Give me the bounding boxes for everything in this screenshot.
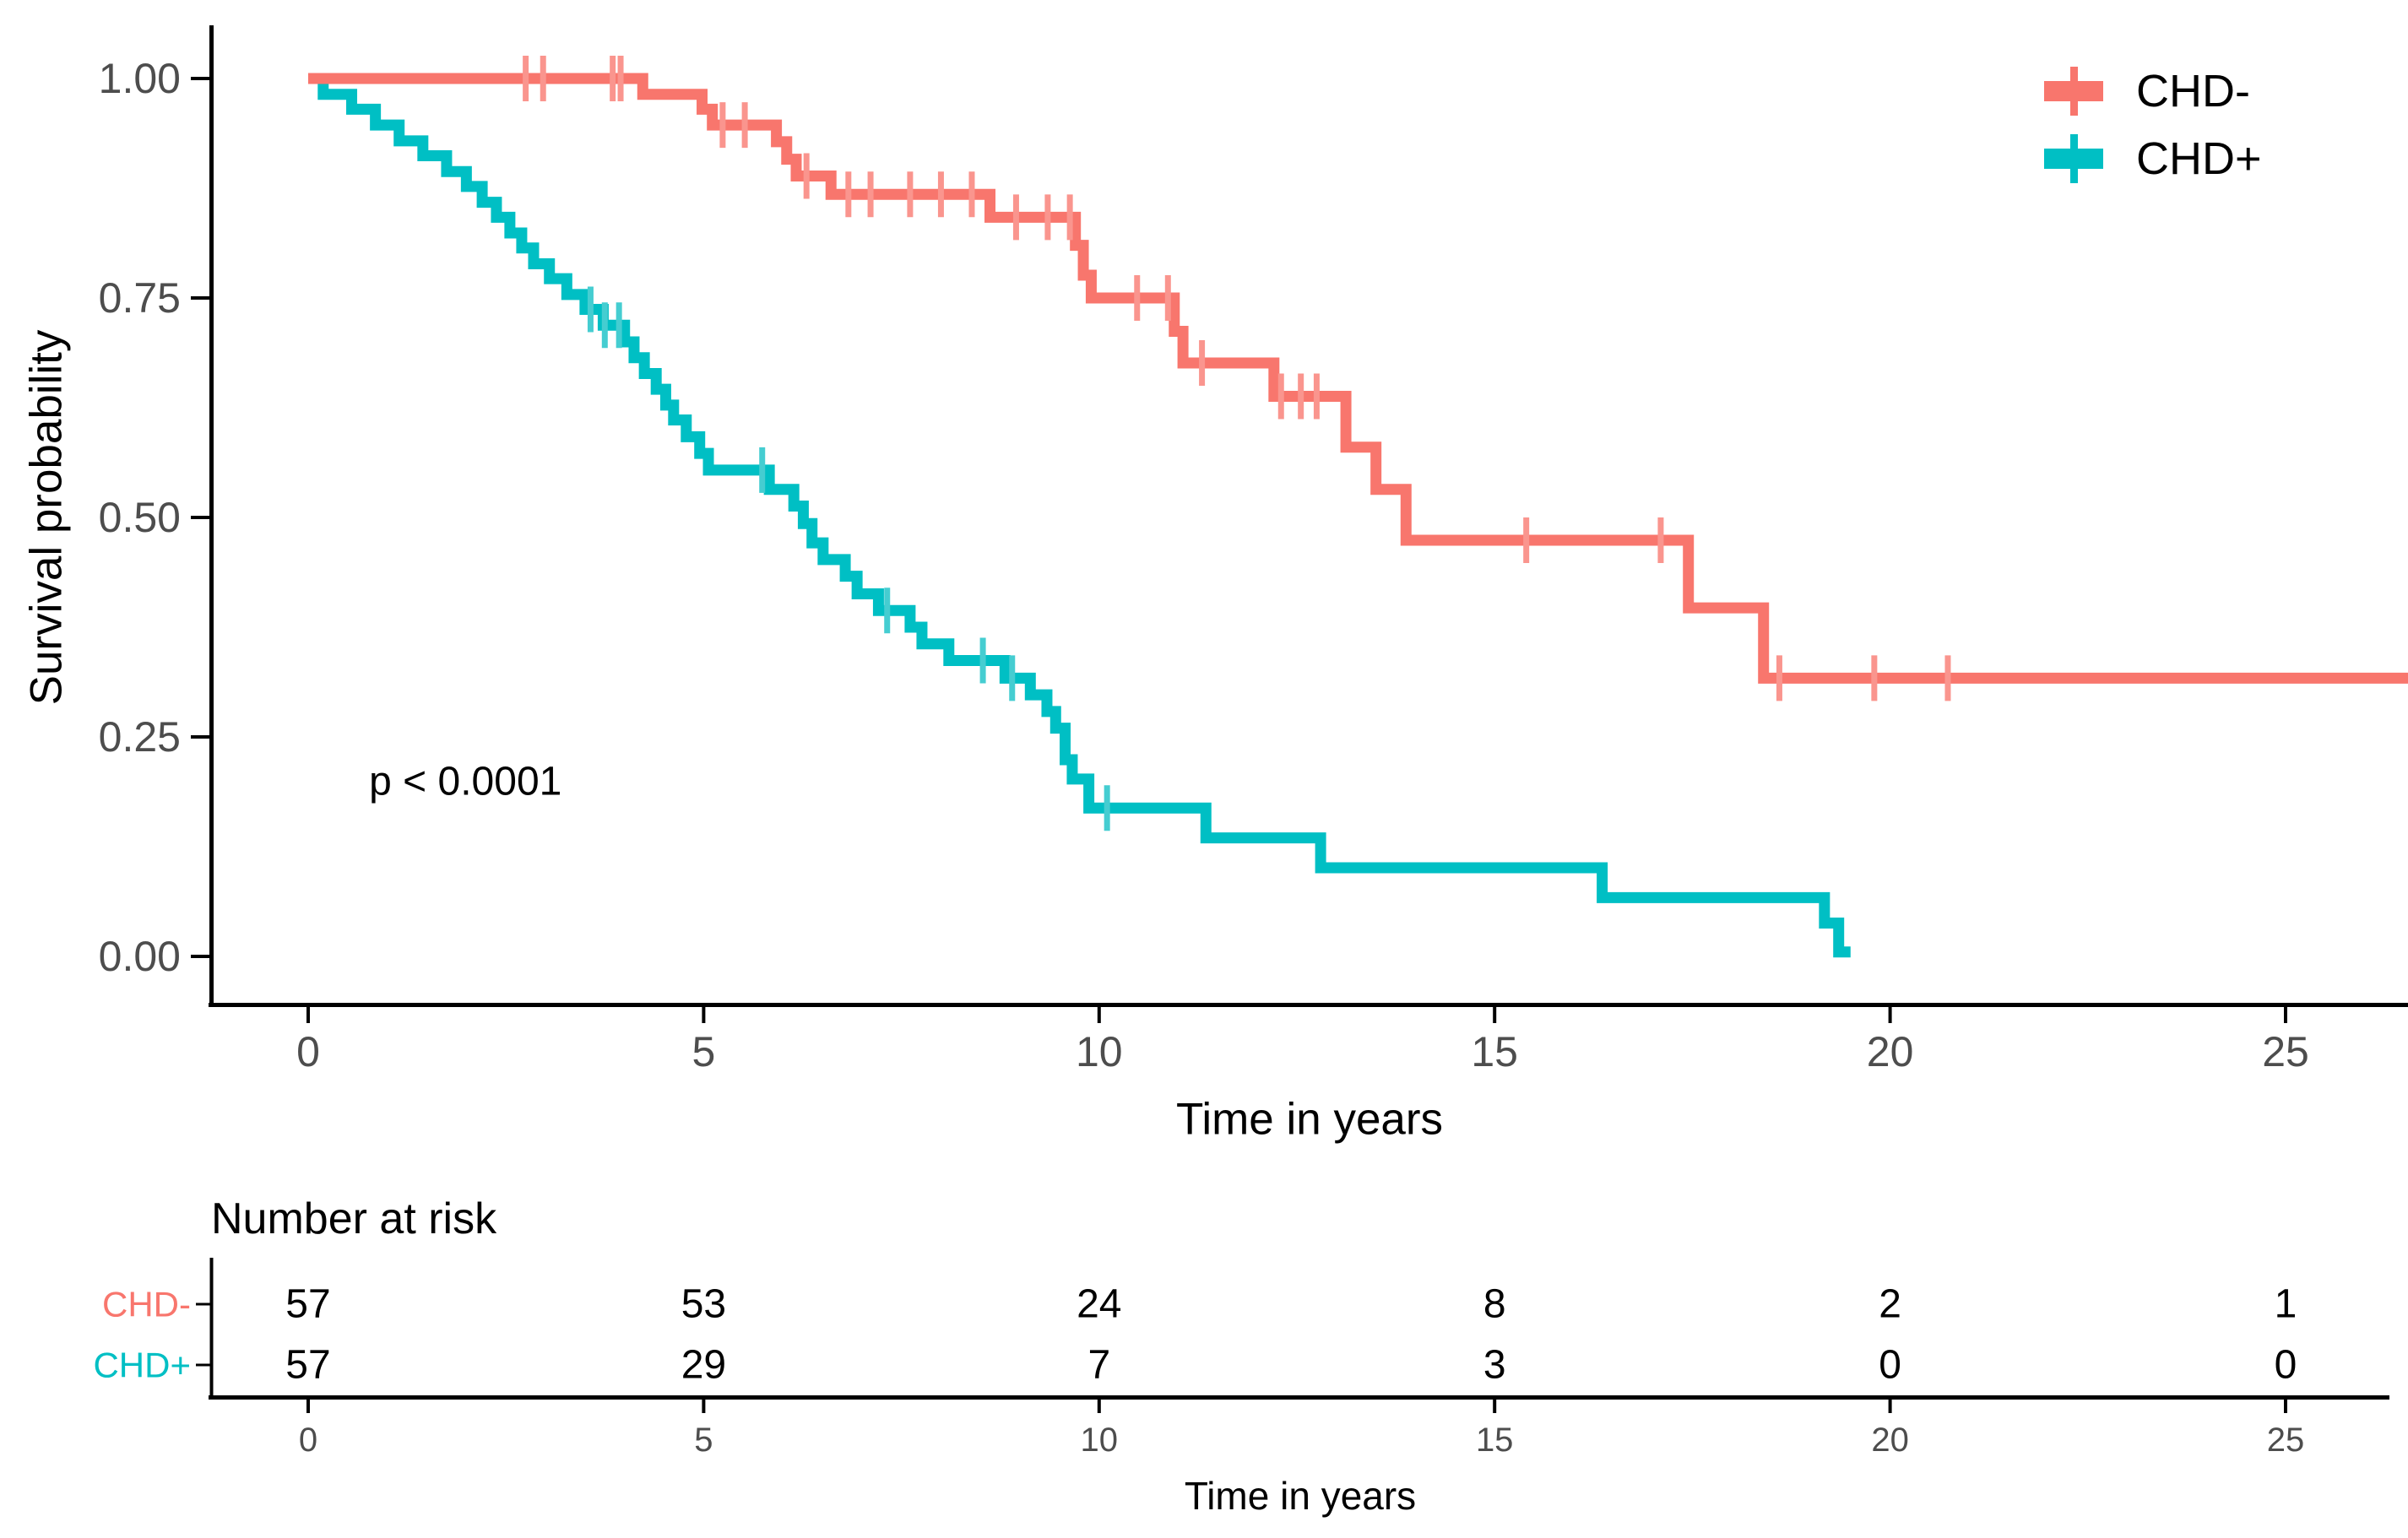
x-tick-label: 5 xyxy=(691,1028,715,1075)
risk-count: 1 xyxy=(2275,1282,2297,1327)
x-tick-label: 0 xyxy=(296,1028,320,1075)
risk-count: 0 xyxy=(2275,1343,2297,1388)
risk-count: 29 xyxy=(681,1343,726,1388)
y-axis-title: Survival probability xyxy=(22,329,72,705)
risk-x-tick-label: 20 xyxy=(1871,1422,1909,1459)
legend-key-line-chd-neg xyxy=(2044,81,2103,101)
x-axis-title: Time in years xyxy=(1176,1095,1443,1145)
survival-curve-chd-pos xyxy=(308,73,1851,958)
risk-count: 57 xyxy=(285,1343,330,1388)
y-tick-label: 0.25 xyxy=(99,713,181,761)
risk-count: 57 xyxy=(285,1282,330,1327)
risk-x-tick-label: 5 xyxy=(694,1422,713,1459)
risk-count: 2 xyxy=(1879,1282,1901,1327)
x-tick-label: 20 xyxy=(1867,1028,1914,1075)
risk-x-tick-label: 15 xyxy=(1476,1422,1514,1459)
risk-count: 0 xyxy=(1879,1343,1901,1388)
legend-label-chd-pos: CHD+ xyxy=(2136,133,2262,184)
y-tick-label: 0.50 xyxy=(99,494,181,541)
risk-count: 53 xyxy=(681,1282,726,1327)
risk-count: 7 xyxy=(1087,1343,1110,1388)
risk-table-title: Number at risk xyxy=(211,1194,497,1243)
risk-x-tick-label: 0 xyxy=(299,1422,317,1459)
risk-x-tick-label: 10 xyxy=(1081,1422,1119,1459)
x-tick-label: 25 xyxy=(2262,1028,2309,1075)
p-value-label: p < 0.0001 xyxy=(369,760,561,804)
risk-x-axis-title: Time in years xyxy=(1185,1474,1416,1518)
risk-x-tick-label: 25 xyxy=(2267,1422,2305,1459)
y-tick-label: 1.00 xyxy=(99,55,181,102)
y-tick-label: 0.00 xyxy=(99,933,181,980)
risk-row-label-chd-pos: CHD+ xyxy=(93,1346,191,1385)
x-tick-label: 15 xyxy=(1471,1028,1518,1075)
x-tick-label: 10 xyxy=(1076,1028,1123,1075)
legend-label-chd-neg: CHD- xyxy=(2136,66,2250,116)
legend-key-line-chd-pos xyxy=(2044,149,2103,169)
risk-count: 24 xyxy=(1077,1282,1121,1327)
risk-count: 3 xyxy=(1483,1343,1506,1388)
risk-count: 8 xyxy=(1483,1282,1506,1327)
y-tick-label: 0.75 xyxy=(99,274,181,322)
risk-row-label-chd-neg: CHD- xyxy=(102,1285,191,1324)
